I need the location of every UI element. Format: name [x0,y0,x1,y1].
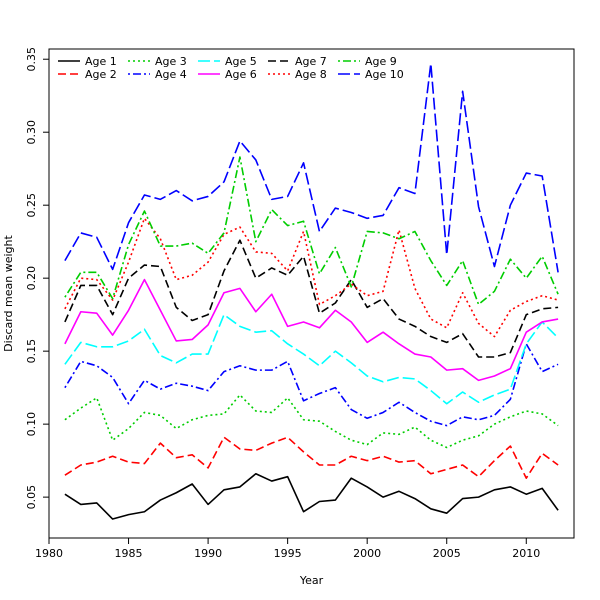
x-tick-label: 1990 [194,547,222,560]
series-line-age-10 [64,62,559,273]
legend-label: Age 2 [85,68,117,81]
legend-label: Age 3 [155,55,187,68]
legend-label: Age 4 [155,68,187,81]
y-tick-label: 0.10 [25,412,38,437]
y-axis-title: Discard mean weight [2,235,15,352]
legend-label: Age 10 [365,68,404,81]
x-tick-label: 1995 [274,547,302,560]
legend-label: Age 7 [295,55,327,68]
series-line-age-3 [64,394,559,449]
legend-label: Age 6 [225,68,257,81]
series-line-age-5 [64,313,559,405]
series-line-age-4 [64,343,559,427]
series-line-age-1 [64,472,559,520]
x-tick-label: 1980 [35,547,63,560]
y-tick-label: 0.25 [25,193,38,218]
x-tick-label: 2010 [512,547,540,560]
y-tick-label: 0.30 [25,120,38,145]
series-line-age-2 [64,436,559,479]
series-line-age-9 [64,156,559,306]
axes: 1980 1985 1990 1995 2000 2005 2010 0.05 0.10 0.15… [25,47,575,560]
x-axis-title: Year [299,574,324,587]
series-lines [64,62,559,520]
series-line-age-6 [64,278,559,382]
y-tick-label: 0.35 [25,47,38,72]
plot-frame [48,48,575,539]
series-line-age-7 [64,239,559,358]
x-tick-label: 2005 [433,547,461,560]
y-tick-label: 0.20 [25,266,38,291]
x-tick-label: 1985 [115,547,143,560]
x-tick-label: 2000 [353,547,381,560]
legend-label: Age 1 [85,55,117,68]
series-line-age-8 [64,217,559,338]
y-tick-label: 0.15 [25,339,38,364]
legend-label: Age 5 [225,55,257,68]
y-tick-label: 0.05 [25,485,38,510]
legend-label: Age 9 [365,55,397,68]
legend-label: Age 8 [295,68,327,81]
